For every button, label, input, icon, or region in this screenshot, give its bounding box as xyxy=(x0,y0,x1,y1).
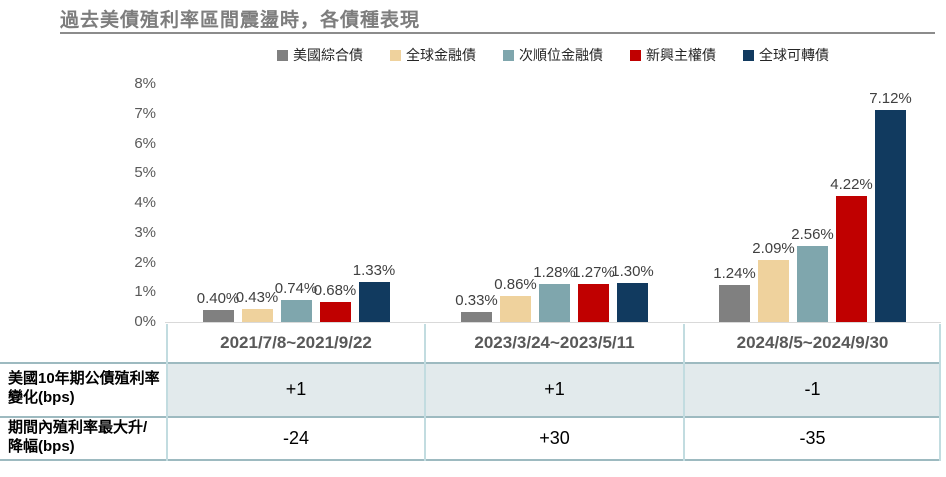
legend-label: 美國綜合債 xyxy=(293,47,363,63)
table-horizontal-line xyxy=(0,362,941,364)
table-vertical-line xyxy=(424,324,426,461)
bar-fill xyxy=(539,284,570,322)
legend-label: 全球金融債 xyxy=(406,47,476,63)
table-date-header-2: 2024/8/5~2024/9/30 xyxy=(736,333,889,352)
table-cell-r1c1: +30 xyxy=(539,427,570,448)
legend-label: 全球可轉債 xyxy=(759,47,829,63)
table-horizontal-line xyxy=(0,416,941,418)
summary-table: 2021/7/8~2021/9/22 2023/3/24~2023/5/11 202… xyxy=(0,324,941,460)
bar-fill xyxy=(836,196,867,322)
y-axis-tick-label: 5% xyxy=(134,164,156,182)
bar: 1.28% xyxy=(533,264,576,322)
y-axis-tick-label: 8% xyxy=(134,75,156,92)
legend-item-3: 新興主權債 xyxy=(630,45,716,65)
bar-fill xyxy=(461,312,492,322)
y-axis-tick-label: 3% xyxy=(134,223,156,241)
bar-fill xyxy=(500,296,531,322)
bar-value-label: 0.43% xyxy=(235,289,279,306)
y-axis-tick-label: 7% xyxy=(134,104,156,122)
bar-fill xyxy=(358,282,390,322)
bar-group-0: 0.40% 0.43% 0.74% 0.68% 1.33% xyxy=(167,84,425,322)
legend-swatch-icon xyxy=(503,49,514,61)
table-vertical-line xyxy=(683,324,685,461)
bar-value-label: 2.56% xyxy=(791,226,834,243)
bar: 1.27% xyxy=(572,264,615,322)
chart-legend: 美國綜合債 全球金融債 次順位金融債 新興主權債 全球可轉債 xyxy=(165,46,941,64)
bar: 0.40% xyxy=(197,290,239,322)
bar: 4.22% xyxy=(830,176,873,322)
bar: 7.12% xyxy=(869,90,912,322)
bar-value-label: 1.24% xyxy=(713,265,756,282)
bar-value-label: 0.74% xyxy=(274,280,318,297)
bar-fill xyxy=(797,246,828,322)
bar-fill xyxy=(280,300,312,322)
bar-fill xyxy=(319,302,351,322)
table-date-header-1: 2023/3/24~2023/5/11 xyxy=(474,333,635,352)
table-vertical-line xyxy=(166,324,168,461)
y-axis-tick-label: 0% xyxy=(134,313,156,330)
bar: 1.30% xyxy=(611,263,654,322)
x-axis-line xyxy=(165,322,941,323)
legend-item-2: 次順位金融債 xyxy=(503,45,603,65)
y-axis-tick-label: 1% xyxy=(134,283,156,301)
bar: 1.33% xyxy=(353,262,395,322)
bar: 0.68% xyxy=(314,282,356,322)
table-cell-r1c0: -24 xyxy=(282,427,309,448)
bar-value-label: 1.33% xyxy=(352,262,396,279)
legend-label: 次順位金融債 xyxy=(519,47,603,63)
table-horizontal-line xyxy=(0,459,941,461)
bar: 0.86% xyxy=(494,276,537,322)
bar: 1.24% xyxy=(713,265,756,322)
bar-fill xyxy=(875,110,906,322)
bar-value-label: 0.86% xyxy=(494,276,537,293)
y-axis-tick-label: 4% xyxy=(134,194,156,211)
y-axis-tick-label: 2% xyxy=(134,253,156,271)
table-corner-cell xyxy=(0,324,167,362)
legend-label: 新興主權債 xyxy=(646,47,716,63)
bar-group-1: 0.33% 0.86% 1.28% 1.27% 1.30% xyxy=(425,84,684,322)
bar-value-label: 0.33% xyxy=(455,292,498,309)
legend-swatch-icon xyxy=(277,49,288,61)
bar-value-label: 0.68% xyxy=(313,282,357,299)
bar-fill xyxy=(202,310,234,322)
page-title: 過去美債殖利率區間震盪時，各債種表現 xyxy=(60,10,421,31)
bar-value-label: 7.12% xyxy=(869,90,912,107)
bar-fill xyxy=(719,285,750,322)
bar-group-2: 1.24% 2.09% 2.56% 4.22% 7.12% xyxy=(684,84,941,322)
table-cell-r1c2: -35 xyxy=(799,427,826,448)
legend-swatch-icon xyxy=(743,49,754,61)
legend-swatch-icon xyxy=(390,49,401,61)
legend-item-1: 全球金融債 xyxy=(390,45,476,65)
bar: 0.43% xyxy=(236,289,278,322)
bar: 0.74% xyxy=(275,280,317,322)
bar-value-label: 1.28% xyxy=(533,264,576,281)
bar-value-label: 2.09% xyxy=(752,240,795,257)
title-underline-rule xyxy=(60,32,935,34)
bar-value-label: 1.30% xyxy=(611,263,654,280)
bar-fill xyxy=(578,284,609,322)
bar: 2.56% xyxy=(791,226,834,322)
bar-fill xyxy=(241,309,273,322)
table-cell-r0c2: -1 xyxy=(684,362,941,416)
bar-value-label: 4.22% xyxy=(830,176,873,193)
legend-swatch-icon xyxy=(630,49,641,61)
table-cell-r0c0: +1 xyxy=(167,362,425,416)
bar-fill xyxy=(758,260,789,322)
bar-value-label: 1.27% xyxy=(572,264,615,281)
bar: 0.33% xyxy=(455,292,498,322)
bar-fill xyxy=(617,283,648,322)
y-axis-tick-label: 6% xyxy=(134,134,156,152)
legend-item-4: 全球可轉債 xyxy=(743,45,829,65)
bar: 2.09% xyxy=(752,240,795,322)
legend-item-0: 美國綜合債 xyxy=(277,45,363,65)
table-cell-r0c1: +1 xyxy=(425,362,684,416)
table-vertical-line xyxy=(939,324,941,461)
table-date-header-0: 2021/7/8~2021/9/22 xyxy=(220,333,372,352)
bar-value-label: 0.40% xyxy=(196,290,240,307)
table-row-label-0: 美國10年期公債殖利率變化(bps) xyxy=(8,370,160,406)
table-row-label-1: 期間內殖利率最大升/降幅(bps) xyxy=(8,419,148,455)
